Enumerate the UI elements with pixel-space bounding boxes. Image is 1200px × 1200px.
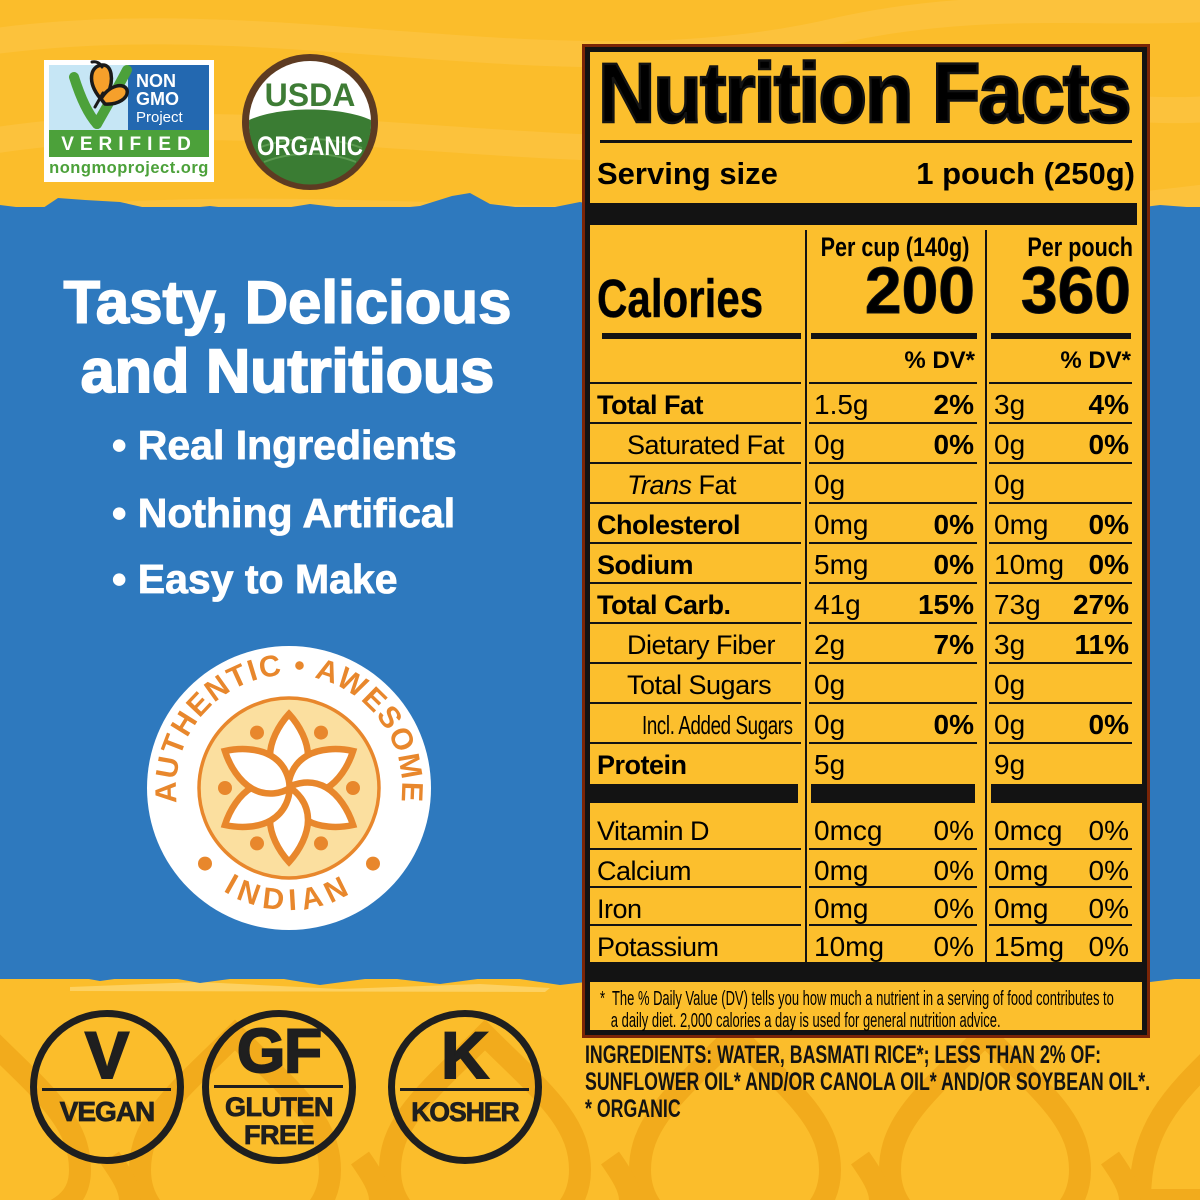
svg-text:nongmoproject.org: nongmoproject.org xyxy=(49,159,209,177)
svg-text:GMO: GMO xyxy=(136,89,179,109)
svg-text:Project: Project xyxy=(136,109,184,126)
svg-text:ORGANIC: ORGANIC xyxy=(257,131,363,161)
svg-text:VERIFIED: VERIFIED xyxy=(61,134,197,155)
svg-text:USDA: USDA xyxy=(265,77,356,113)
svg-text:NON: NON xyxy=(136,71,176,91)
